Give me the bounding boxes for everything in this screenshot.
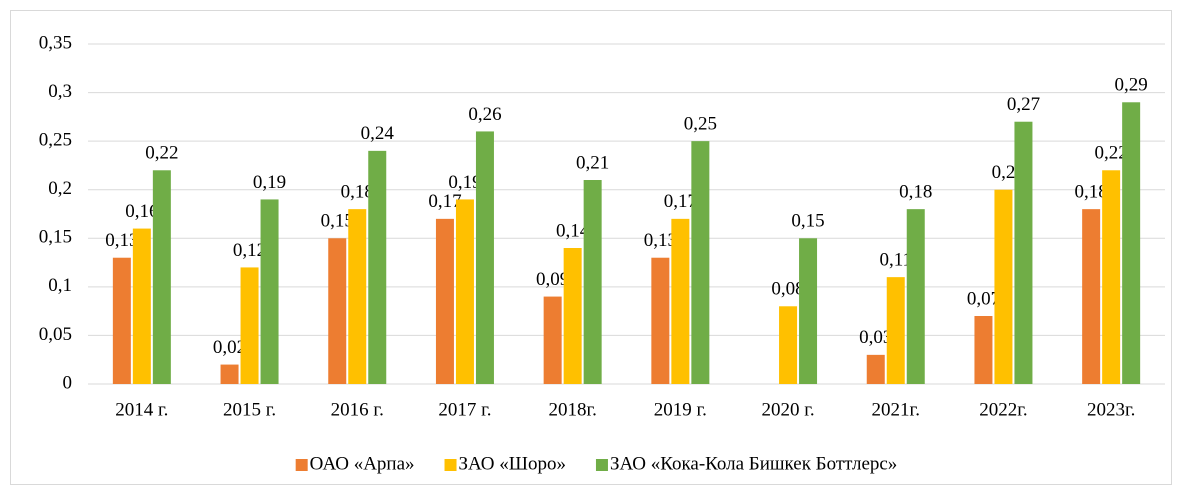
x-tick-label: 2020 г. [761,399,814,420]
x-tick-label: 2022г. [979,399,1027,420]
bar [260,199,279,384]
y-tick-label: 0,15 [39,227,72,248]
y-tick-label: 0,35 [39,32,72,53]
value-label: 0,18 [899,182,932,203]
legend-label: ЗАО «Шоро» [459,453,566,474]
bar [886,277,905,384]
value-label: 0,27 [1007,94,1040,115]
bar [328,238,347,384]
value-label: 0,17 [664,191,697,212]
y-tick-label: 0 [63,372,73,393]
x-tick-label: 2015 г. [223,399,276,420]
bar [563,248,582,384]
value-label: 0,02 [213,337,246,358]
value-label: 0,15 [791,211,824,232]
bar [906,209,925,384]
bar [475,131,494,384]
y-tick-label: 0,25 [39,130,72,151]
x-tick-label: 2018г. [548,399,596,420]
value-label: 0,29 [1115,75,1148,96]
legend-swatch [444,459,457,471]
bar [1102,170,1121,384]
bar [435,218,454,384]
value-label: 0,19 [253,172,286,193]
value-label: 0,25 [684,114,717,135]
bar [779,306,798,384]
legend-swatch [295,459,308,471]
x-tick-label: 2016 г. [331,399,384,420]
bar [691,141,710,384]
bar [1014,121,1033,384]
value-label: 0,13 [644,230,677,251]
value-label: 0,09 [536,269,569,290]
x-tick-label: 2017 г. [438,399,491,420]
bar [651,257,670,384]
x-tick-label: 2014 г. [115,399,168,420]
value-label: 0,22 [145,143,178,164]
y-tick-label: 0,3 [48,81,72,102]
value-label: 0,26 [468,104,501,125]
bar [112,257,131,384]
y-tick-label: 0,2 [48,178,72,199]
value-label: 0,15 [321,211,354,232]
x-tick-label: 2023г. [1087,399,1135,420]
y-tick-label: 0,1 [48,275,72,296]
legend-swatch [595,459,608,471]
value-label: 0,11 [879,250,912,271]
value-label: 0,2 [992,162,1016,183]
bar [240,267,259,384]
bar [866,354,885,384]
value-label: 0,22 [1095,143,1128,164]
value-label: 0,13 [105,230,138,251]
bar [671,218,690,384]
value-label: 0,14 [556,220,590,241]
bar [799,238,818,384]
value-label: 0,03 [859,327,892,348]
bar [1122,102,1141,385]
bar [220,364,239,384]
value-label: 0,12 [233,240,266,261]
value-label: 0,07 [967,288,1000,309]
value-label: 0,19 [448,172,481,193]
bar [543,296,562,384]
value-label: 0,24 [361,123,395,144]
value-label: 0,18 [341,182,374,203]
bar [455,199,474,384]
bar [348,209,367,384]
legend-label: ЗАО «Кока-Кола Бишкек Боттлерс» [610,453,897,474]
value-label: 0,18 [1075,182,1108,203]
bar [152,170,171,384]
bar [994,189,1013,384]
bar [974,316,993,384]
bar [132,228,151,384]
bar [583,180,602,384]
x-tick-label: 2021г. [872,399,920,420]
y-tick-label: 0,05 [39,324,72,345]
bar [368,150,387,384]
value-label: 0,17 [428,191,461,212]
value-label: 0,16 [125,201,158,222]
x-tick-label: 2019 г. [654,399,707,420]
value-label: 0,08 [771,279,804,300]
bar [1082,209,1101,384]
legend-label: ОАО «Арпа» [310,453,415,474]
value-label: 0,21 [576,152,609,173]
